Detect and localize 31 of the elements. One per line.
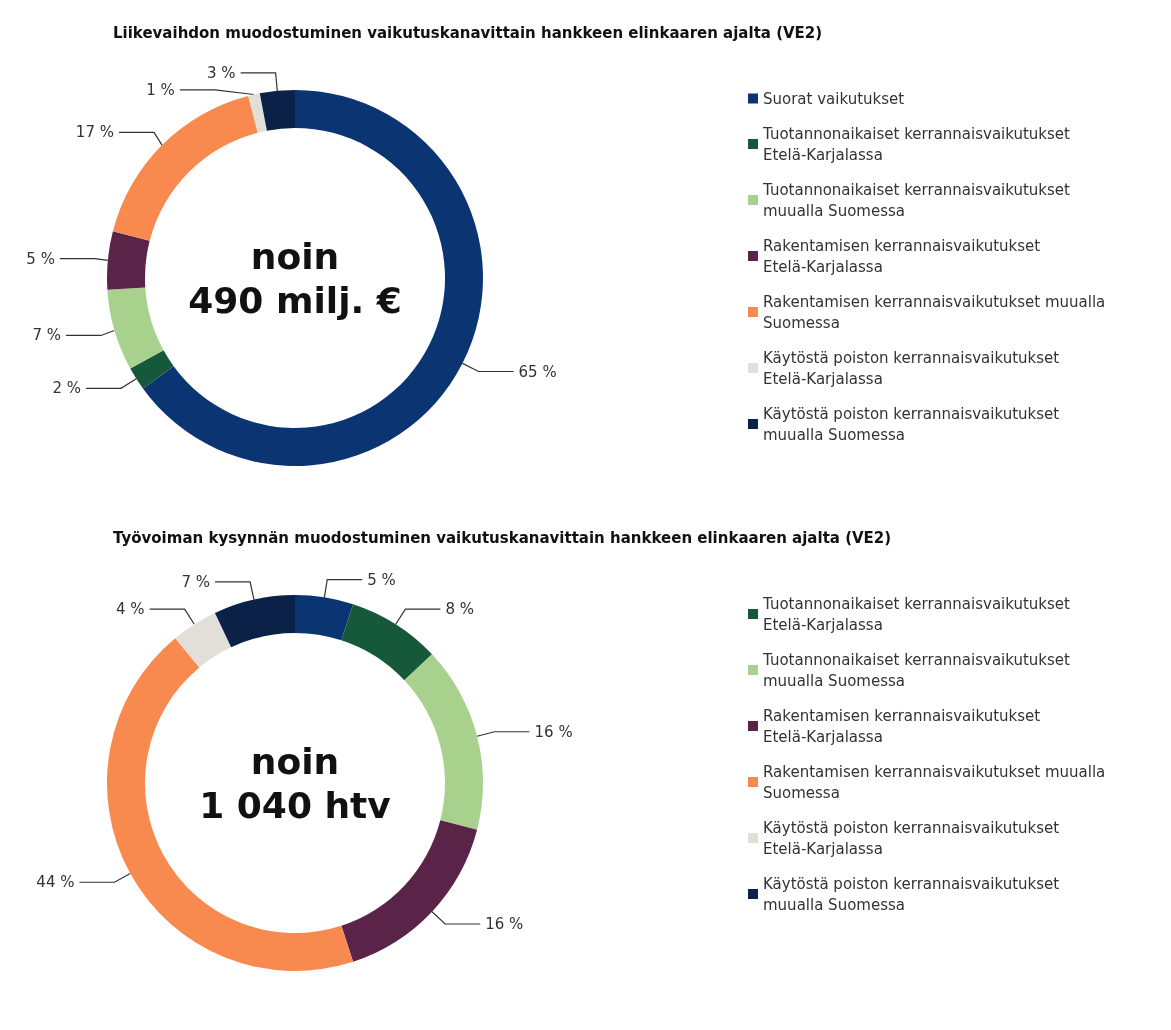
text: noin 490 milj. € bbox=[188, 235, 402, 321]
data-label: 3 % bbox=[207, 63, 236, 82]
data-label: 16 % bbox=[534, 722, 573, 741]
legend-label: Rakentamisen kerrannaisvaikutukset muualla Suomessa bbox=[763, 292, 1111, 332]
data-label: 4 % bbox=[116, 600, 145, 619]
legend-label: Tuotannonaikaiset kerrannaisvaikutukset muualla Suomessa bbox=[762, 180, 1075, 220]
data-label: 7 % bbox=[181, 572, 211, 591]
data-label: 2 % bbox=[52, 379, 82, 398]
chart-title: Liikevaihdon muodostuminen vaikutuskanavittain hankkeen elinkaaren ajalta (VE2) bbox=[113, 23, 823, 42]
legend-label: Suorat vaikutukset bbox=[763, 89, 905, 108]
legend-label: Käytöstä poiston kerrannaisvaikutukset muualla Suomessa bbox=[763, 404, 1064, 444]
legend-label: Tuotannonaikaiset kerrannaisvaikutukset Etelä-Karjalassa bbox=[762, 124, 1075, 164]
chart-title: Työvoiman kysynnän muodostuminen vaikutuskanavittain hankkeen elinkaaren ajalta (VE2) bbox=[113, 528, 892, 547]
data-label: 8 % bbox=[445, 600, 474, 619]
data-label: 16 % bbox=[485, 915, 524, 934]
legend-label: Käytöstä poiston kerrannaisvaikutukset Etelä-Karjalassa bbox=[763, 348, 1064, 388]
legend-label: Tuotannonaikaiset kerrannaisvaikutukset Etelä-Karjalassa bbox=[762, 594, 1075, 634]
data-label: 7 % bbox=[32, 326, 61, 345]
legend-label: Rakentamisen kerrannaisvaikutukset Etelä-Karjalassa bbox=[763, 236, 1045, 276]
data-label: 5 % bbox=[26, 249, 55, 268]
text: noin 1 040 htv bbox=[199, 740, 391, 826]
data-label: 1 % bbox=[146, 80, 175, 99]
legend-label: Käytöstä poiston kerrannaisvaikutukset muualla Suomessa bbox=[763, 874, 1064, 914]
data-label: 17 % bbox=[75, 123, 114, 142]
legend-label: Rakentamisen kerrannaisvaikutukset Etelä-Karjalassa bbox=[763, 706, 1045, 746]
data-label: 65 % bbox=[518, 362, 557, 381]
data-label: 44 % bbox=[36, 873, 75, 892]
legend-label: Rakentamisen kerrannaisvaikutukset muualla Suomessa bbox=[763, 762, 1111, 802]
data-label: 5 % bbox=[367, 570, 396, 589]
legend-label: Käytöstä poiston kerrannaisvaikutukset Etelä-Karjalassa bbox=[763, 818, 1064, 858]
legend-label: Tuotannonaikaiset kerrannaisvaikutukset muualla Suomessa bbox=[762, 650, 1075, 690]
